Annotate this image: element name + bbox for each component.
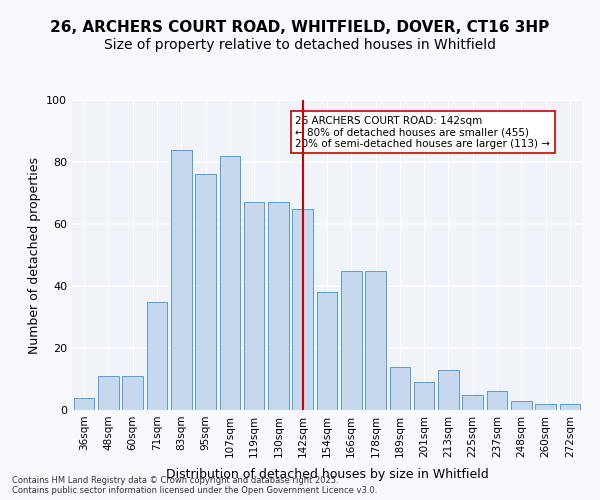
Bar	[535, 404, 556, 410]
Bar	[365, 270, 386, 410]
Bar	[389, 366, 410, 410]
Y-axis label: Number of detached properties: Number of detached properties	[28, 156, 41, 354]
Bar	[195, 174, 216, 410]
X-axis label: Distribution of detached houses by size in Whitfield: Distribution of detached houses by size …	[166, 468, 488, 481]
Bar	[171, 150, 191, 410]
Bar	[341, 270, 362, 410]
Bar	[292, 208, 313, 410]
Bar	[511, 400, 532, 410]
Bar	[317, 292, 337, 410]
Text: 26 ARCHERS COURT ROAD: 142sqm
← 80% of detached houses are smaller (455)
20% of : 26 ARCHERS COURT ROAD: 142sqm ← 80% of d…	[295, 116, 550, 148]
Bar	[146, 302, 167, 410]
Text: Contains HM Land Registry data © Crown copyright and database right 2025.
Contai: Contains HM Land Registry data © Crown c…	[12, 476, 377, 495]
Bar	[122, 376, 143, 410]
Bar	[463, 394, 483, 410]
Bar	[487, 392, 508, 410]
Bar	[268, 202, 289, 410]
Bar	[414, 382, 434, 410]
Bar	[560, 404, 580, 410]
Bar	[438, 370, 459, 410]
Bar	[98, 376, 119, 410]
Text: Size of property relative to detached houses in Whitfield: Size of property relative to detached ho…	[104, 38, 496, 52]
Bar	[244, 202, 265, 410]
Bar	[220, 156, 240, 410]
Text: 26, ARCHERS COURT ROAD, WHITFIELD, DOVER, CT16 3HP: 26, ARCHERS COURT ROAD, WHITFIELD, DOVER…	[50, 20, 550, 35]
Bar	[74, 398, 94, 410]
